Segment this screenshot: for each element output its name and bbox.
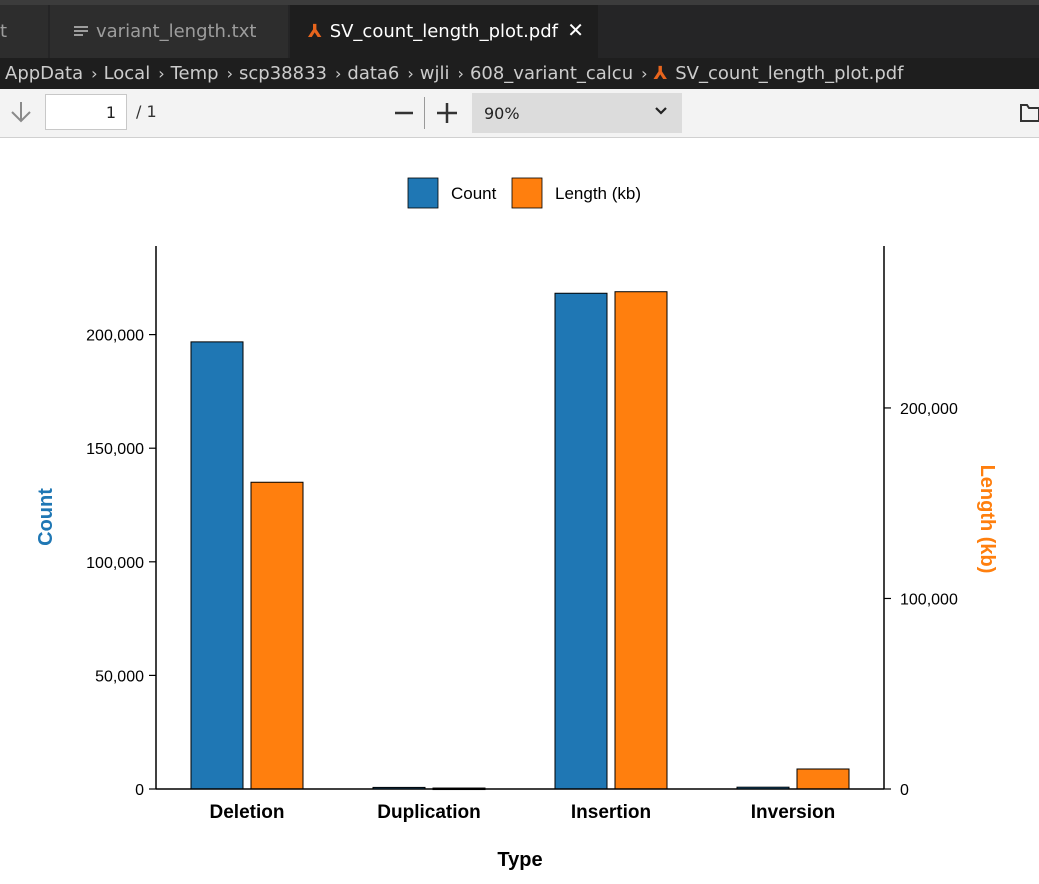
breadcrumb-item[interactable]: Local (103, 63, 151, 84)
chart-legend: Count Length (kb) (407, 177, 641, 209)
y-tick-label-right: 0 (900, 782, 909, 799)
tab-variant-length[interactable]: variant_length.txt (50, 5, 288, 58)
chevron-right-icon: › (158, 64, 165, 83)
tab-sv-plot-pdf[interactable]: ⅄ SV_count_length_plot.pdf ✕ (290, 5, 598, 58)
zoom-out-icon[interactable] (393, 98, 415, 128)
tab-label: variant_length.txt (96, 21, 257, 42)
y-axis-title-right: Length (kb) (976, 465, 998, 574)
toolbar-divider (424, 97, 425, 129)
pdf-viewer: Count Length (kb) Deletion Duplication Ins… (0, 138, 1039, 884)
x-tick-label: Deletion (210, 802, 285, 823)
tab-bar: t variant_length.txt ⅄ SV_count_length_p… (0, 5, 1039, 58)
bar-length-insertion (614, 291, 668, 790)
y-tick-label-left: 100,000 (86, 555, 144, 572)
bar-length-deletion (250, 481, 304, 790)
pdf-file-icon: ⅄ (653, 63, 668, 84)
bar-count-insertion (554, 292, 608, 790)
page-number-input[interactable] (45, 94, 127, 130)
pdf-toolbar: / 1 90% (0, 89, 1039, 138)
breadcrumb-item[interactable]: 608_variant_calcu (469, 63, 634, 84)
chevron-right-icon: › (407, 64, 414, 83)
x-axis-title: Type (497, 849, 542, 871)
y-tick-label-right: 100,000 (900, 591, 958, 608)
tab-label: t (0, 21, 8, 42)
y-tick-label-left: 0 (135, 782, 144, 799)
chevron-right-icon: › (334, 64, 342, 83)
breadcrumb-item[interactable]: scp38833 (239, 63, 327, 84)
pdf-file-icon: ⅄ (308, 21, 322, 42)
x-tick-label: Inversion (751, 802, 835, 823)
y-tick-label-right: 200,000 (900, 401, 958, 418)
breadcrumb-item[interactable]: SV_count_length_plot.pdf (675, 63, 904, 84)
breadcrumb-item[interactable]: wjli (419, 63, 450, 84)
sv-count-length-chart: Count Length (kb) Deletion Duplication Ins… (35, 177, 998, 871)
zoom-value: 90% (484, 103, 520, 123)
breadcrumb-item[interactable]: Temp (170, 63, 219, 84)
y-tick-label-left: 50,000 (95, 668, 144, 685)
breadcrumb-item[interactable]: data6 (347, 63, 400, 84)
breadcrumb: AppData › Local › Temp › scp38833 › data… (0, 58, 1039, 89)
chevron-right-icon: › (91, 64, 98, 83)
breadcrumb-item[interactable]: AppData (5, 63, 84, 84)
legend-swatch-length (511, 177, 543, 209)
chevron-right-icon: › (226, 64, 234, 83)
chevron-down-icon (655, 107, 667, 115)
folder-icon[interactable] (1020, 101, 1039, 123)
x-tick-label: Insertion (571, 802, 651, 823)
x-tick-label: Duplication (377, 802, 480, 823)
legend-swatch-count (407, 177, 439, 209)
legend-label-count: Count (451, 184, 497, 203)
close-tab-icon[interactable]: ✕ (567, 18, 584, 42)
arrow-down-icon[interactable] (9, 99, 33, 125)
zoom-select[interactable]: 90% (472, 93, 682, 133)
bar-count-deletion (190, 341, 244, 790)
legend-label-length: Length (kb) (555, 184, 641, 203)
chevron-right-icon: › (641, 64, 648, 83)
tab-label: SV_count_length_plot.pdf (329, 21, 558, 42)
chevron-right-icon: › (457, 64, 464, 83)
zoom-in-icon[interactable] (434, 98, 460, 128)
page-total: / 1 (136, 102, 157, 121)
bar-length-inversion (796, 768, 850, 790)
text-file-icon (74, 25, 88, 38)
y-tick-label-left: 150,000 (86, 441, 144, 458)
tab-partial[interactable]: t (0, 5, 48, 58)
y-axis-title-left: Count (35, 488, 57, 546)
y-tick-label-left: 200,000 (86, 328, 144, 345)
window-top-strip (0, 0, 1039, 5)
